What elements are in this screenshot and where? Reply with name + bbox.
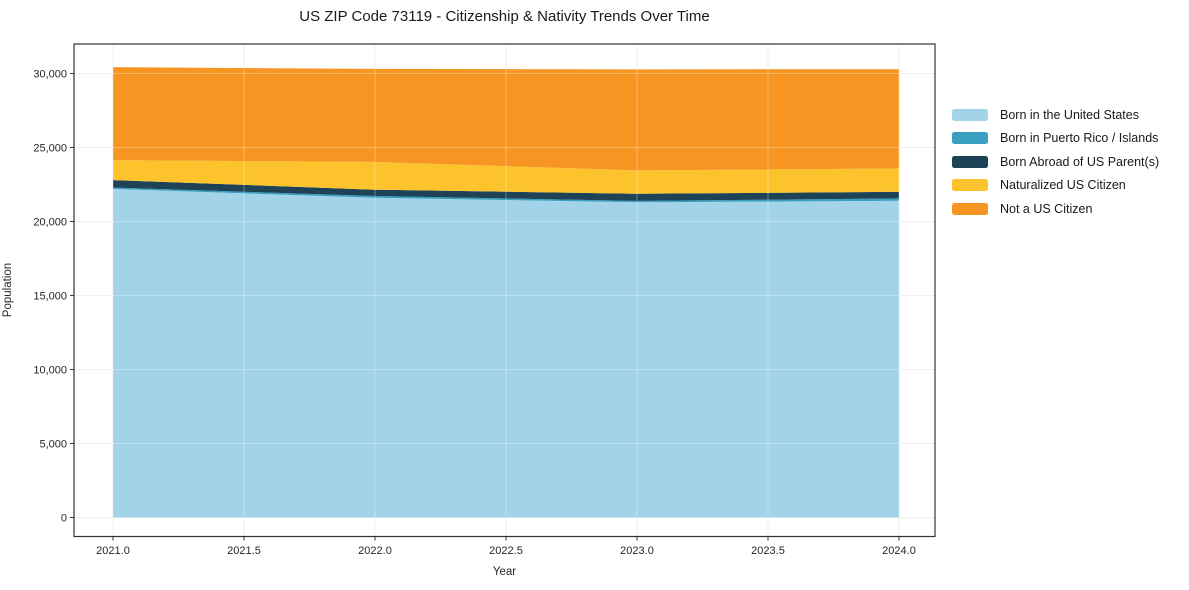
legend-label-not-citizen: Not a US Citizen [1000, 201, 1093, 216]
legend-label-born-abroad: Born Abroad of US Parent(s) [1000, 154, 1160, 169]
legend-item-born-abroad: Born Abroad of US Parent(s) [952, 150, 1159, 174]
area-series-0 [113, 188, 899, 518]
y-tick-label: 20,000 [33, 216, 67, 228]
y-tick-label: 5,000 [39, 438, 67, 450]
y-tick-label: 15,000 [33, 290, 67, 302]
x-axis-title: Year [492, 566, 517, 578]
legend-swatch-not-citizen [952, 202, 988, 215]
legend-label-born-pr-islands: Born in Puerto Rico / Islands [1000, 131, 1159, 146]
legend-item-naturalized: Naturalized US Citizen [952, 174, 1159, 198]
legend-item-born-us: Born in the United States [952, 103, 1159, 127]
area-series-3 [113, 160, 899, 194]
legend-item-not-citizen: Not a US Citizen [952, 197, 1159, 221]
stacked-areas [113, 67, 899, 518]
x-tick-label: 2022.0 [358, 545, 392, 557]
legend-swatch-born-pr-islands [952, 132, 988, 145]
y-tick-label: 30,000 [33, 68, 67, 80]
x-tick-label: 2023.0 [620, 545, 654, 557]
x-tick-label: 2021.5 [227, 545, 261, 557]
area-series-1 [113, 187, 899, 203]
legend: Born in the United States Born in Puerto… [952, 103, 1159, 221]
legend-label-born-us: Born in the United States [1000, 107, 1139, 122]
y-tick-label: 25,000 [33, 142, 67, 154]
x-tick-label: 2024.0 [882, 545, 916, 557]
x-tick-label: 2023.5 [751, 545, 785, 557]
y-axis-title: Population [2, 262, 14, 318]
legend-swatch-born-abroad [952, 155, 988, 168]
gridlines-over [74, 44, 935, 537]
y-tick-label: 10,000 [33, 364, 67, 376]
y-axis-ticks: 0 5,000 10,000 15,000 20,000 25,000 30,000 [33, 68, 74, 524]
legend-swatch-naturalized [952, 179, 988, 192]
plot-frame [73, 43, 936, 538]
chart-title: US ZIP Code 73119 - Citizenship & Nativi… [299, 8, 710, 25]
legend-item-born-pr-islands: Born in Puerto Rico / Islands [952, 127, 1159, 151]
legend-label-naturalized: Naturalized US Citizen [1000, 178, 1126, 193]
area-series-2 [113, 180, 899, 201]
area-series-4 [113, 67, 899, 171]
x-axis-ticks: 2021.0 2021.5 2022.0 2022.5 2023.0 2023.5 2024… [96, 536, 916, 557]
legend-swatch-born-us [952, 108, 988, 121]
x-tick-label: 2022.5 [489, 545, 523, 557]
x-tick-label: 2021.0 [96, 545, 130, 557]
y-tick-label: 0 [61, 512, 67, 524]
